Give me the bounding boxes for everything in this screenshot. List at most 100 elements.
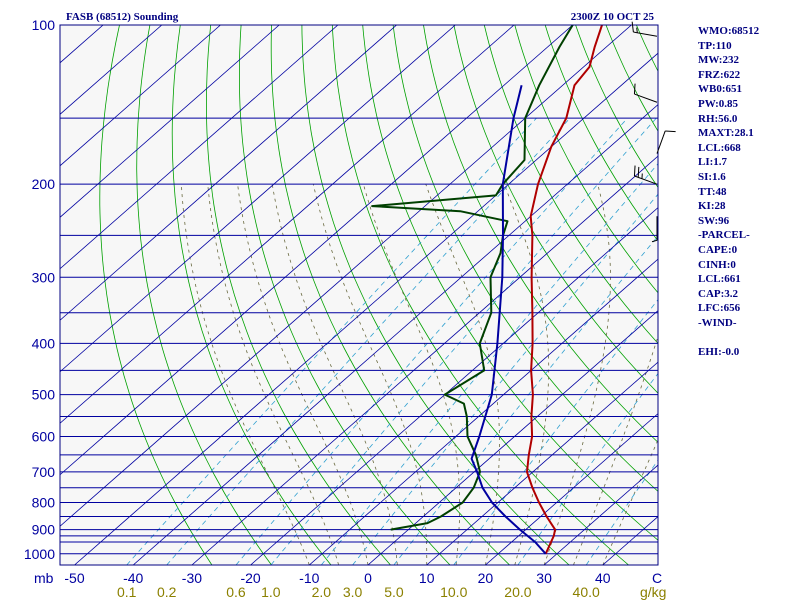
isotherm [485, 413, 658, 565]
mixing-ratio-tick-label: 2.0 [312, 584, 332, 600]
dry-adiabat [99, 25, 213, 565]
index-item: SW:96 [698, 214, 730, 227]
isotherm [250, 207, 658, 565]
temperature-tick-label: 30 [536, 570, 552, 586]
index-item: MW:232 [698, 54, 739, 67]
temperature-tick-label: -10 [299, 570, 319, 586]
temperature-unit: C [652, 570, 662, 586]
mixing-ratio-line [517, 372, 658, 565]
mixing-ratio-tick-label: 0.1 [117, 584, 137, 600]
temperature-tick-label: -50 [64, 570, 84, 586]
isotherm [74, 52, 658, 565]
pressure-tick-label: 100 [32, 17, 56, 33]
plot-frame [59, 24, 659, 566]
index-item: SI:1.6 [698, 170, 726, 183]
dry-adiabat [605, 25, 658, 132]
dry-adiabat [136, 25, 272, 565]
index-item: LI:1.7 [698, 156, 728, 169]
pressure-tick-label: 900 [32, 522, 56, 538]
index-item: WB0:651 [698, 83, 742, 96]
index-item: CINH:0 [698, 258, 736, 271]
wind-barb [631, 21, 658, 37]
moist-adiabat [602, 439, 658, 565]
dry-adiabat [331, 25, 629, 565]
mixing-ratio-tick-label: 5.0 [384, 584, 404, 600]
dewpoint-trace [371, 25, 574, 531]
isotherm [60, 25, 456, 373]
index-item: LCL:668 [698, 141, 741, 154]
mixing-ratio-tick-label: 3.0 [343, 584, 363, 600]
mixing-ratio-line [320, 163, 658, 565]
wind-barb [633, 83, 658, 103]
index-item: EHI:-0.0 [698, 346, 740, 359]
mixing-ratio-tick-label: 1.0 [261, 584, 281, 600]
index-item: MAXT:28.1 [698, 127, 754, 140]
moist-adiabat [425, 184, 500, 565]
temperature-tick-label: 10 [419, 570, 435, 586]
mixing-ratio-tick-label: 20.0 [504, 584, 531, 600]
mixing-ratio-line [585, 459, 658, 565]
index-item: WMO:68512 [698, 25, 760, 37]
parcel-trace [470, 85, 547, 555]
isotherm [60, 25, 397, 321]
isotherm [367, 310, 658, 565]
index-item: -WIND- [698, 316, 737, 329]
moist-adiabat [271, 184, 398, 565]
dry-adiabat [758, 25, 800, 565]
index-item: TP:110 [698, 39, 732, 52]
dry-adiabat [514, 25, 658, 294]
dry-adiabat [362, 25, 658, 541]
mixing-ratio-line [393, 235, 658, 565]
temperature-tick-label: -40 [123, 570, 143, 586]
temperature-tick-label: -30 [182, 570, 202, 586]
dry-adiabat [392, 25, 658, 492]
mixing-ratio-tick-label: 40.0 [573, 584, 600, 600]
sounding-indices: WMO:68512 TP:110 MW:232 FRZ:622 WB0:651 PW:0.… [698, 24, 759, 360]
temperature-trace [526, 25, 603, 555]
wind-barb [633, 165, 658, 185]
pressure-tick-label: 800 [32, 495, 56, 511]
pressure-tick-label: 500 [32, 387, 56, 403]
isotherm [309, 258, 658, 565]
moist-adiabat [237, 184, 369, 565]
moist-adiabat [363, 184, 461, 565]
index-item: TT:48 [698, 185, 727, 198]
dry-adiabat [453, 25, 658, 394]
isotherm [60, 25, 573, 476]
index-item: RH:56.0 [698, 112, 738, 125]
isotherm [426, 361, 658, 565]
isotherm [60, 25, 221, 167]
dry-adiabat [788, 25, 800, 565]
wind-barb [651, 216, 658, 243]
pressure-tick-label: 400 [32, 335, 56, 351]
valid-time: 2300Z 10 OCT 25 [571, 11, 655, 23]
temperature-tick-label: -20 [240, 570, 260, 586]
mixing-ratio-tick-label: 10.0 [440, 584, 467, 600]
moist-adiabat [573, 335, 658, 565]
index-item: PW:0.85 [698, 97, 739, 110]
pressure-unit: mb [34, 570, 54, 586]
temperature-tick-label: 40 [595, 570, 611, 586]
temperature-tick-label: 0 [364, 570, 372, 586]
moist-adiabat [503, 184, 550, 565]
index-item: LCL:661 [698, 273, 741, 286]
dry-adiabat [270, 25, 510, 565]
mixing-ratio-line [166, 117, 571, 565]
station-title: FASB (68512) Sounding [66, 11, 179, 23]
pressure-tick-label: 700 [32, 464, 56, 480]
mixing-ratio-tick-label: 0.2 [157, 584, 177, 600]
dry-adiabat [171, 25, 332, 565]
mixing-ratio-tick-label: 0.6 [226, 584, 246, 600]
pressure-tick-label: 1000 [24, 546, 55, 562]
index-item: -PARCEL- [698, 229, 750, 242]
index-item: LFC:656 [698, 302, 741, 315]
moist-adiabat [180, 184, 310, 565]
index-item: KI:28 [698, 200, 726, 213]
mixing-ratio-line [270, 117, 657, 565]
dry-adiabat [239, 25, 451, 565]
dry-adiabat [205, 25, 391, 565]
dry-adiabat [575, 25, 658, 188]
isotherm [60, 25, 632, 527]
isotherm [60, 25, 280, 218]
dry-adiabat [544, 25, 658, 242]
